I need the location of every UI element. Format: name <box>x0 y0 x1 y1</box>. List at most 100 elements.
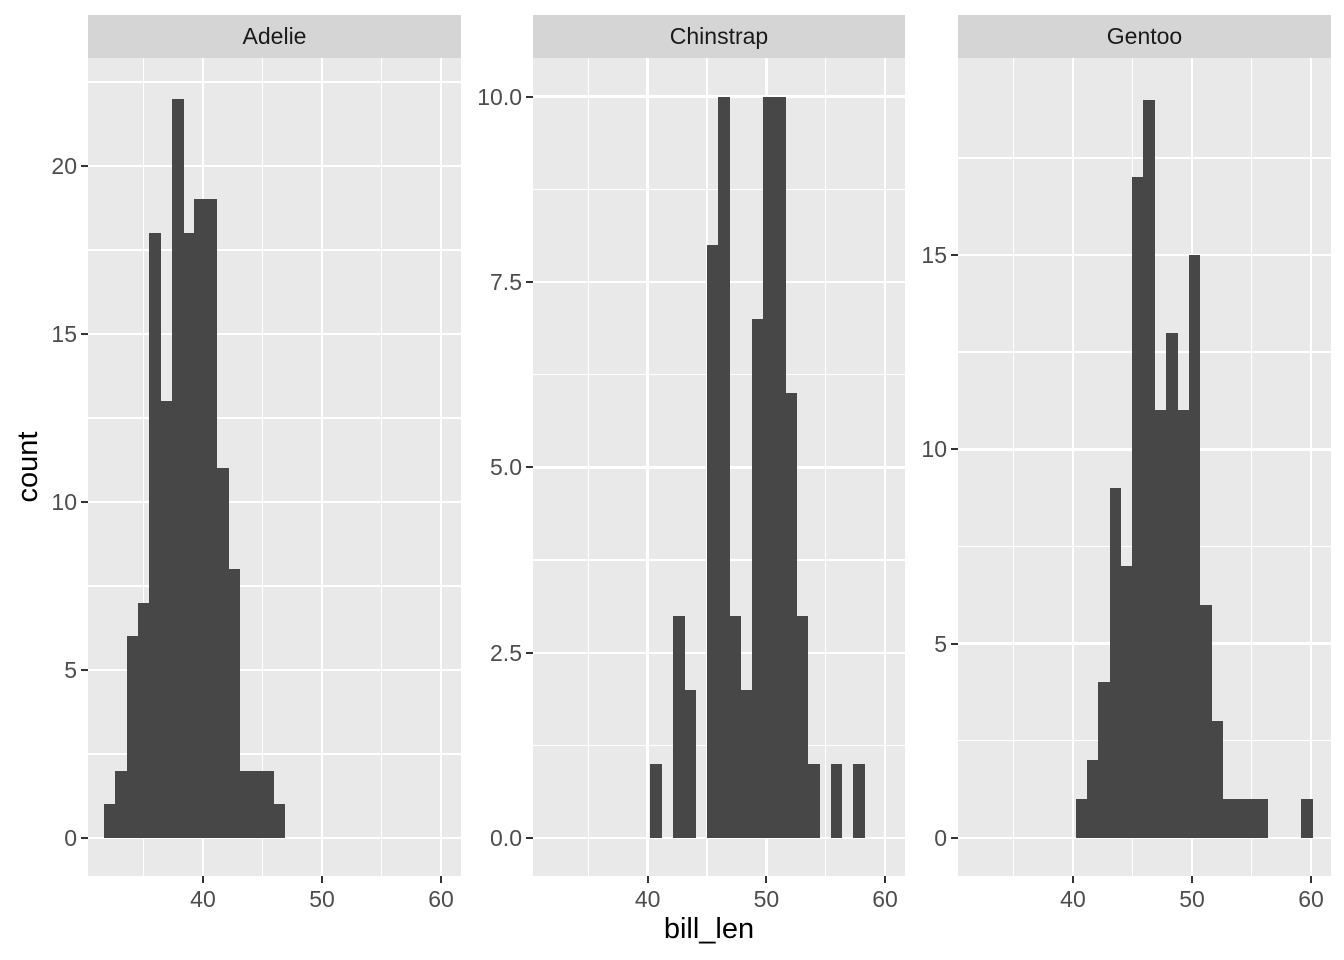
gridline-major-vertical <box>1309 58 1313 876</box>
histogram-bar <box>785 393 798 839</box>
y-tick-label: 5 <box>934 630 947 657</box>
y-tick-mark <box>951 642 958 645</box>
histogram-bar <box>729 615 741 839</box>
histogram-bar <box>126 636 139 839</box>
histogram-bar <box>1301 799 1314 838</box>
y-tick-label: 0 <box>934 824 947 851</box>
gridline-major-horizontal <box>88 164 461 168</box>
panel-chinstrap <box>533 58 905 876</box>
y-tick-mark <box>81 500 88 503</box>
histogram-bar <box>262 770 274 838</box>
histogram-bar <box>853 764 865 839</box>
histogram-bar <box>138 602 150 839</box>
gridline-major-vertical <box>320 58 324 876</box>
gridline-minor-horizontal <box>88 753 461 755</box>
gridline-minor-vertical <box>261 58 264 876</box>
gridline-minor-horizontal <box>88 417 461 419</box>
histogram-bar <box>217 468 229 839</box>
histogram-bar <box>830 764 843 839</box>
gridline-major-horizontal <box>533 95 905 98</box>
histogram-bar <box>1199 604 1212 838</box>
gridline-major-horizontal <box>88 332 461 336</box>
histogram-bar <box>239 770 252 838</box>
gridline-major-vertical <box>1071 58 1075 876</box>
gridline-major-vertical <box>439 58 443 876</box>
y-tick-mark <box>81 837 88 840</box>
panel-adelie <box>88 58 461 876</box>
histogram-bar <box>171 98 184 838</box>
y-tick-label: 10 <box>51 488 77 515</box>
histogram-bar <box>273 804 286 838</box>
y-tick-mark <box>526 466 533 469</box>
facet-strip-label: Chinstrap <box>669 23 769 49</box>
x-tick-mark <box>1190 876 1193 883</box>
facet-strip-label: Gentoo <box>1106 23 1183 49</box>
facet-strip-adelie: Adelie <box>88 15 461 58</box>
x-tick-label: 50 <box>309 886 335 912</box>
histogram-bar <box>672 615 685 839</box>
x-tick-mark <box>440 876 442 883</box>
histogram-bar <box>160 401 173 839</box>
histogram-bar <box>1256 799 1269 838</box>
y-tick-label: 7.5 <box>490 268 522 295</box>
x-tick-mark <box>884 876 887 883</box>
gridline-major-horizontal <box>88 500 461 504</box>
x-tick-mark <box>201 876 204 883</box>
x-tick-label: 40 <box>1060 886 1086 912</box>
y-tick-mark <box>81 668 88 671</box>
x-tick-mark <box>646 876 649 883</box>
histogram-bar <box>717 96 730 839</box>
histogram-bar <box>1166 332 1178 838</box>
x-tick-mark <box>1071 876 1074 883</box>
histogram-bar <box>684 689 696 839</box>
panel-gentoo <box>958 58 1331 876</box>
y-tick-label: 15 <box>51 320 77 347</box>
x-tick-label: 60 <box>428 886 454 912</box>
gridline-minor-horizontal <box>88 585 461 587</box>
y-tick-label: 10 <box>921 436 947 463</box>
x-axis-title: bill_len <box>663 912 755 945</box>
x-tick-label: 40 <box>634 886 661 912</box>
histogram-bar <box>194 199 207 839</box>
gridline-minor-horizontal <box>88 81 461 83</box>
x-tick-label: 60 <box>1298 886 1324 912</box>
histogram-bar <box>774 96 786 839</box>
histogram-bar <box>115 770 128 838</box>
y-tick-label: 10.0 <box>477 83 522 110</box>
histogram-bar <box>740 689 753 839</box>
histogram-bar <box>1188 255 1201 838</box>
facet-strip-gentoo: Gentoo <box>958 15 1331 58</box>
histogram-bar <box>205 199 218 839</box>
histogram-bar <box>228 569 240 838</box>
histogram-bar <box>1177 410 1189 838</box>
gridline-major-horizontal <box>88 668 461 672</box>
x-tick-label: 40 <box>190 886 216 912</box>
y-tick-mark <box>81 164 88 167</box>
x-tick-label: 50 <box>1179 886 1205 912</box>
y-tick-mark <box>81 332 88 335</box>
histogram-bar <box>650 764 663 839</box>
y-tick-mark <box>951 836 958 839</box>
facet-strip-chinstrap: Chinstrap <box>533 15 905 58</box>
histogram-bar <box>1132 177 1144 838</box>
histogram-bar <box>751 319 764 839</box>
gridline-minor-vertical <box>1250 58 1253 876</box>
facet-strip-label: Adelie <box>242 23 307 49</box>
y-tick-label: 20 <box>51 152 77 179</box>
gridline-minor-vertical <box>380 58 383 876</box>
histogram-bar <box>183 233 195 838</box>
y-tick-label: 5.0 <box>490 454 522 481</box>
y-tick-mark <box>526 280 533 283</box>
x-tick-mark <box>320 876 323 883</box>
gridline-minor-vertical <box>142 58 145 876</box>
histogram-bar <box>1109 488 1122 838</box>
histogram-bar <box>1222 799 1235 838</box>
y-tick-label: 2.5 <box>490 639 522 666</box>
gridline-minor-horizontal <box>88 249 461 251</box>
histogram-bar <box>1154 410 1167 838</box>
histogram-bar <box>763 96 775 839</box>
y-tick-mark <box>951 254 958 257</box>
y-tick-label: 5 <box>64 656 77 683</box>
histogram-bar <box>250 770 263 838</box>
